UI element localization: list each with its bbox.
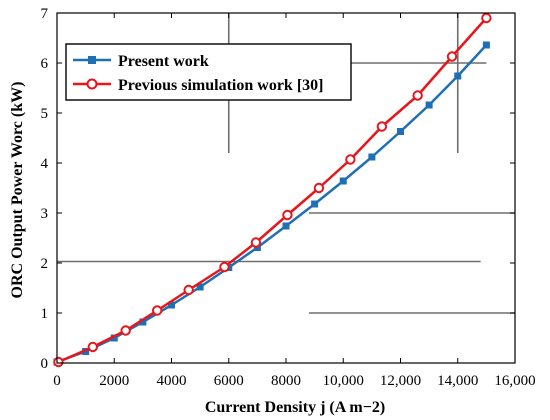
- data-point-circle: [250, 237, 262, 248]
- data-point-circle: [376, 121, 388, 132]
- x-tick-label: 14,000: [437, 373, 478, 389]
- x-axis-label: Current Density j (A m−2): [205, 399, 385, 416]
- y-axis-label: ORC Output Power Worc (kW): [9, 82, 26, 299]
- data-point-square: [110, 334, 118, 342]
- y-tick-label: 3: [41, 206, 49, 222]
- x-tick-label: 6000: [214, 373, 244, 389]
- x-tick-label: 8000: [271, 373, 301, 389]
- legend-box: [65, 43, 352, 101]
- series-line-previous-work: [57, 17, 488, 364]
- data-point-circle: [313, 182, 325, 194]
- legend-marker-circle: [86, 78, 98, 90]
- y-tick-label: 2: [41, 256, 49, 272]
- legend-label-present-work: Present work: [118, 53, 209, 70]
- legend: Present work Previous simulation work [3…: [65, 43, 352, 101]
- data-point-circle: [446, 51, 458, 62]
- data-point-circle: [87, 341, 98, 353]
- x-tick-label: 16,000: [494, 373, 535, 389]
- data-point-square: [368, 153, 376, 161]
- data-point-circle: [412, 90, 423, 101]
- data-point-square: [168, 301, 175, 309]
- x-tick-label: 10,000: [323, 373, 364, 389]
- data-point-circle: [481, 12, 492, 24]
- y-tick-label: 0: [41, 356, 49, 372]
- data-point-circle: [219, 261, 230, 273]
- data-point-circle: [53, 356, 64, 368]
- data-point-square: [482, 41, 490, 49]
- y-tick-label: 5: [41, 106, 49, 122]
- x-axis-ticks: 0 2000 4000 6000 8000 10,000 12,000 14,000 16,00…: [53, 13, 536, 389]
- data-point-square: [311, 200, 319, 208]
- data-point-square: [196, 283, 204, 291]
- x-tick-label: 12,000: [380, 373, 421, 389]
- x-tick-label: 2000: [99, 373, 129, 389]
- data-point-square: [139, 318, 147, 326]
- legend-label-previous-work: Previous simulation work [30]: [118, 77, 323, 94]
- legend-marker-square: [88, 56, 96, 64]
- y-tick-label: 1: [41, 306, 49, 322]
- data-point-square: [425, 101, 433, 109]
- y-axis-ticks: 0 1 2 3 4 5 6 7: [41, 6, 515, 372]
- y-tick-label: 7: [41, 6, 49, 22]
- y-tick-label: 4: [41, 156, 49, 172]
- data-point-square: [282, 222, 290, 230]
- data-point-square: [454, 72, 462, 80]
- data-point-circle: [183, 284, 194, 296]
- data-point-circle: [282, 209, 293, 221]
- series-layer: [53, 12, 492, 368]
- x-tick-label: 4000: [157, 373, 187, 389]
- data-point-square: [397, 128, 404, 135]
- data-point-square: [253, 244, 261, 251]
- data-point-square: [82, 348, 90, 355]
- x-tick-label: 0: [53, 373, 61, 389]
- data-point-circle: [345, 154, 356, 165]
- data-point-circle: [151, 305, 163, 316]
- y-tick-label: 6: [41, 56, 49, 72]
- data-point-square: [339, 177, 347, 185]
- data-point-circle: [120, 325, 131, 336]
